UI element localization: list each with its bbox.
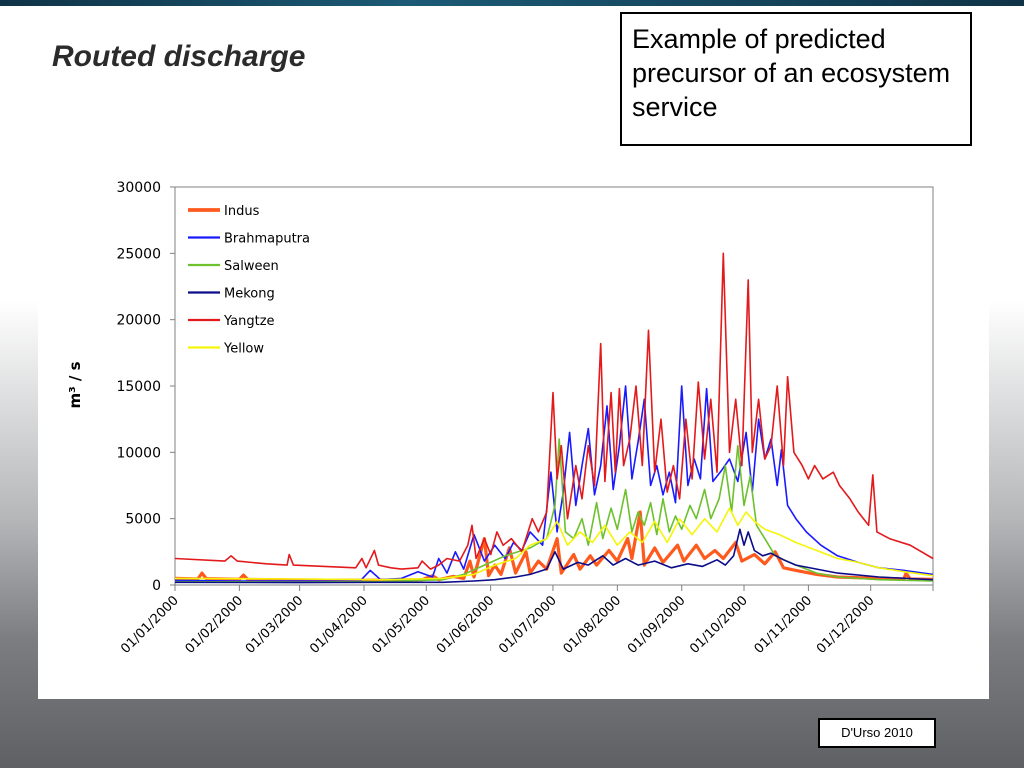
series-line-salween xyxy=(174,438,934,583)
legend-label-yangtze: Yangtze xyxy=(223,314,275,329)
legend-label-salween: Salween xyxy=(224,259,279,274)
x-tick-label: 01/10/2000 xyxy=(687,593,751,657)
chart-panel: 0 5000 10000 15000 20000 25000 30000 01/01/2000… xyxy=(38,155,989,699)
y-tick-label: 5000 xyxy=(125,512,161,528)
credit-box: D'Urso 2010 xyxy=(818,718,936,748)
y-tick-label: 10000 xyxy=(116,445,161,461)
x-tick-label: 01/07/2000 xyxy=(496,593,560,657)
x-tick-label: 01/04/2000 xyxy=(307,593,371,657)
x-tick-label: 01/08/2000 xyxy=(561,593,625,657)
callout-box: Example of predicted precursor of an eco… xyxy=(620,12,972,146)
x-tick-label: 01/12/2000 xyxy=(814,593,878,657)
discharge-line-chart: 0 5000 10000 15000 20000 25000 30000 01/01/2000… xyxy=(66,180,934,657)
x-tick-label: 01/06/2000 xyxy=(434,593,498,657)
legend: Indus Brahmaputra Salween Mekong Yangtze Yell… xyxy=(188,204,310,357)
legend-label-yellow: Yellow xyxy=(223,342,264,357)
series-line-yangtze xyxy=(174,252,934,570)
x-tick-label: 01/02/2000 xyxy=(183,593,247,657)
y-tick-label: 25000 xyxy=(116,246,161,262)
x-tick-label: 01/03/2000 xyxy=(243,593,307,657)
y-axis-label: m³ / s xyxy=(66,361,84,408)
series-line-mekong xyxy=(174,528,934,584)
y-tick-label: 0 xyxy=(152,578,161,594)
series-lines xyxy=(174,252,934,584)
y-tick-label: 30000 xyxy=(116,180,161,196)
axes: 0 5000 10000 15000 20000 25000 30000 01/01/2000… xyxy=(116,180,934,657)
x-tick-label: 01/01/2000 xyxy=(118,593,182,657)
y-tick-label: 20000 xyxy=(116,313,161,329)
x-tick-label: 01/05/2000 xyxy=(370,593,434,657)
legend-label-brahmaputra: Brahmaputra xyxy=(224,232,310,247)
slide-title: Routed discharge xyxy=(52,40,306,73)
legend-label-indus: Indus xyxy=(224,204,260,219)
x-tick-label: 01/11/2000 xyxy=(752,593,816,657)
legend-label-mekong: Mekong xyxy=(224,287,275,302)
x-tick-label: 01/09/2000 xyxy=(625,593,689,657)
slide-top-bar xyxy=(0,0,1024,6)
y-tick-label: 15000 xyxy=(116,379,161,395)
series-line-yellow xyxy=(174,507,934,581)
